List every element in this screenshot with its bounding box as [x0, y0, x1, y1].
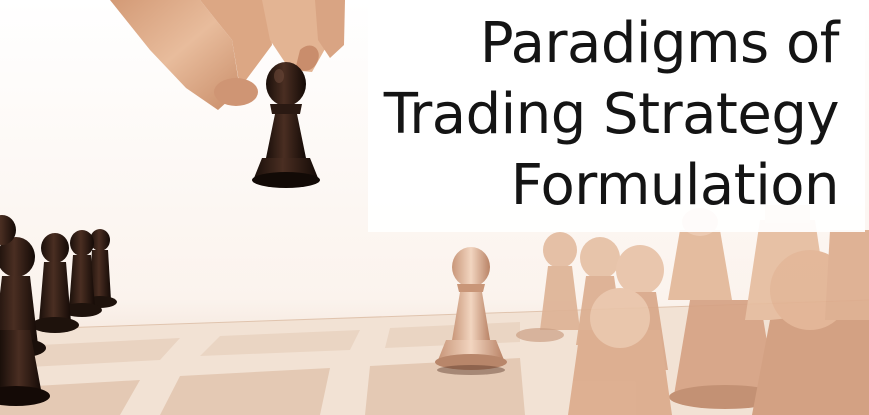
held-pawn: [252, 62, 320, 188]
light-pieces-background: [516, 205, 869, 415]
dark-pawns: [0, 215, 117, 406]
hand: [110, 0, 345, 110]
title-line-3: Formulation: [510, 153, 840, 218]
title-line-2: Trading Strategy: [383, 82, 840, 147]
title-line-1: Paradigms of: [479, 11, 840, 76]
title-panel: Paradigms of Trading Strategy Formulatio…: [368, 0, 865, 232]
light-pawn: [435, 247, 507, 375]
